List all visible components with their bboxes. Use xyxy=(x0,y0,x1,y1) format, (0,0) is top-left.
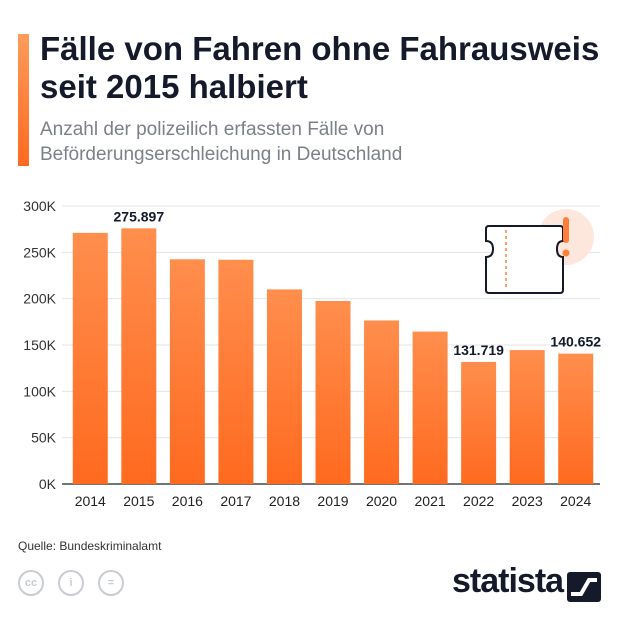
bar-2024 xyxy=(558,353,594,484)
y-tick-label: 50K xyxy=(31,430,57,446)
bar-layer xyxy=(72,228,594,484)
x-tick-label: 2018 xyxy=(269,493,300,509)
x-tick-label: 2017 xyxy=(220,493,251,509)
data-label-2024: 140.652 xyxy=(550,334,601,350)
y-tick-label: 250K xyxy=(23,244,56,260)
y-tick-label: 200K xyxy=(23,291,56,307)
bar-2022 xyxy=(461,361,497,484)
x-tick-label: 2020 xyxy=(366,493,397,509)
data-label-2015: 275.897 xyxy=(114,208,165,224)
bar-2023 xyxy=(509,350,545,484)
equal-icon[interactable]: = xyxy=(98,570,124,596)
statista-logo-icon[interactable] xyxy=(567,572,601,602)
chart-title: Fälle von Fahren ohne Fahrausweis seit 2… xyxy=(40,30,600,105)
y-tick-label: 300K xyxy=(23,198,56,214)
cc-icon[interactable]: cc xyxy=(18,570,44,596)
source-note: Quelle: Bundeskriminalamt xyxy=(18,539,162,553)
bar-2018 xyxy=(266,289,302,484)
bar-2016 xyxy=(169,259,205,484)
data-label-2022: 131.719 xyxy=(453,342,504,358)
y-tick-label: 100K xyxy=(23,383,56,399)
x-tick-label: 2016 xyxy=(172,493,203,509)
bar-2014 xyxy=(72,232,108,484)
y-tick-label: 150K xyxy=(23,337,56,353)
title-accent-bar xyxy=(18,34,29,166)
bar-2019 xyxy=(315,300,351,484)
y-tick-label: 0K xyxy=(39,476,57,492)
x-tick-label: 2019 xyxy=(317,493,348,509)
statista-logo-text[interactable]: statista xyxy=(452,562,564,600)
x-tick-label: 2015 xyxy=(123,493,154,509)
bar-2017 xyxy=(218,259,254,484)
ticket-warning-icon xyxy=(485,209,594,294)
person-icon[interactable]: i xyxy=(58,570,84,596)
bar-chart: 0K 50K 100K 150K 200K 250K 300K 2014 2015 275.89… xyxy=(23,198,602,509)
x-tick-label: 2023 xyxy=(512,493,543,509)
x-tick-label: 2024 xyxy=(560,493,591,509)
bar-2020 xyxy=(364,320,400,484)
bar-2015 xyxy=(121,228,157,484)
chart-subtitle: Anzahl der polizeilich erfassten Fälle v… xyxy=(40,119,403,165)
x-tick-label: 2014 xyxy=(75,493,106,509)
x-tick-label: 2021 xyxy=(415,493,446,509)
x-tick-label: 2022 xyxy=(463,493,494,509)
label-layer: 2014 2015 275.897 2016 2017 2018 2019 2020 2021 2… xyxy=(75,208,602,509)
bar-2021 xyxy=(412,331,448,484)
